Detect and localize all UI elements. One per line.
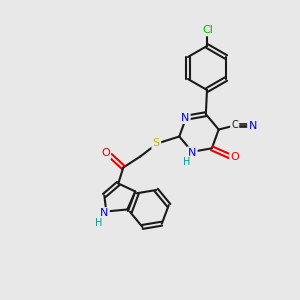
Text: H: H	[94, 218, 102, 229]
Text: O: O	[101, 148, 110, 158]
Text: H: H	[184, 157, 191, 167]
Text: N: N	[181, 113, 189, 123]
Text: N: N	[100, 208, 109, 218]
Text: N: N	[248, 121, 257, 130]
Text: N: N	[188, 148, 196, 158]
Text: S: S	[153, 139, 160, 148]
Text: Cl: Cl	[202, 25, 213, 35]
Text: O: O	[230, 152, 239, 162]
Text: C: C	[231, 119, 238, 130]
